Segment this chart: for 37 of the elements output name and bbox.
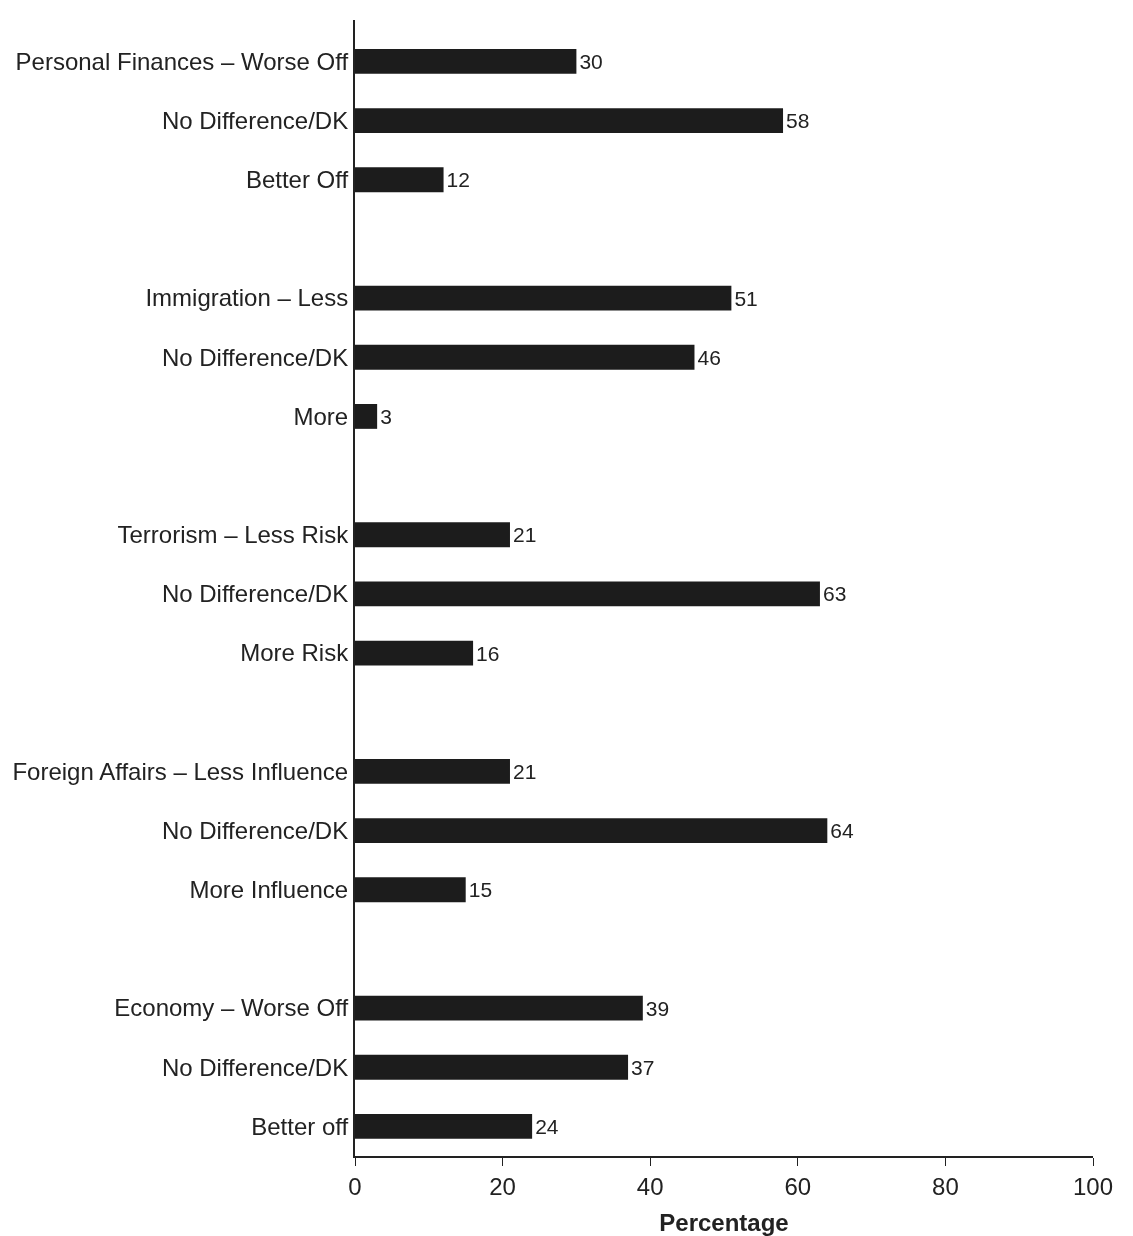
y-tick-label: Terrorism – Less Risk <box>117 521 350 549</box>
data-label: 39 <box>645 996 670 1020</box>
data-label: 21 <box>512 759 537 783</box>
data-label: 30 <box>579 49 603 73</box>
data-label: 37 <box>631 1055 655 1079</box>
data-label: 24 <box>535 1114 559 1138</box>
y-tick-label: No Difference/DK <box>161 343 349 371</box>
data-label: 12 <box>446 168 470 192</box>
data-label: 16 <box>476 641 500 665</box>
y-tick-label: No Difference/DK <box>161 1053 349 1081</box>
y-tick-label: No Difference/DK <box>161 816 349 844</box>
y-tick-label: More Risk <box>240 639 350 667</box>
data-label: 46 <box>697 345 721 369</box>
x-tick-label: 40 <box>636 1172 664 1200</box>
data-label: 63 <box>822 582 847 606</box>
y-tick-label: Immigration – Less <box>145 284 349 312</box>
x-tick-label: 0 <box>348 1172 362 1200</box>
data-label: 21 <box>512 523 537 547</box>
y-tick-label: No Difference/DK <box>161 106 349 134</box>
y-tick-label: Personal Finances – Worse Off <box>15 47 349 75</box>
y-tick-label: Better Off <box>245 166 349 194</box>
y-tick-label: Better off <box>251 1112 349 1140</box>
y-tick-label: Foreign Affairs – Less Influence <box>12 757 349 785</box>
data-label: 51 <box>734 286 758 310</box>
y-tick-label: No Difference/DK <box>161 580 349 608</box>
x-axis-title: Percentage <box>659 1209 789 1236</box>
x-tick-label: 60 <box>784 1172 812 1200</box>
data-label: 15 <box>468 878 493 902</box>
data-label: 58 <box>786 109 810 133</box>
y-tick-label: More <box>293 402 349 430</box>
data-label: 64 <box>830 819 854 843</box>
x-tick-label: 80 <box>932 1172 959 1200</box>
y-tick-label: More Influence <box>189 876 349 904</box>
data-label: 3 <box>380 404 392 428</box>
x-tick-label: 20 <box>489 1172 516 1200</box>
x-tick-label: 100 <box>1072 1172 1114 1200</box>
y-tick-label: Economy – Worse Off <box>114 994 349 1022</box>
